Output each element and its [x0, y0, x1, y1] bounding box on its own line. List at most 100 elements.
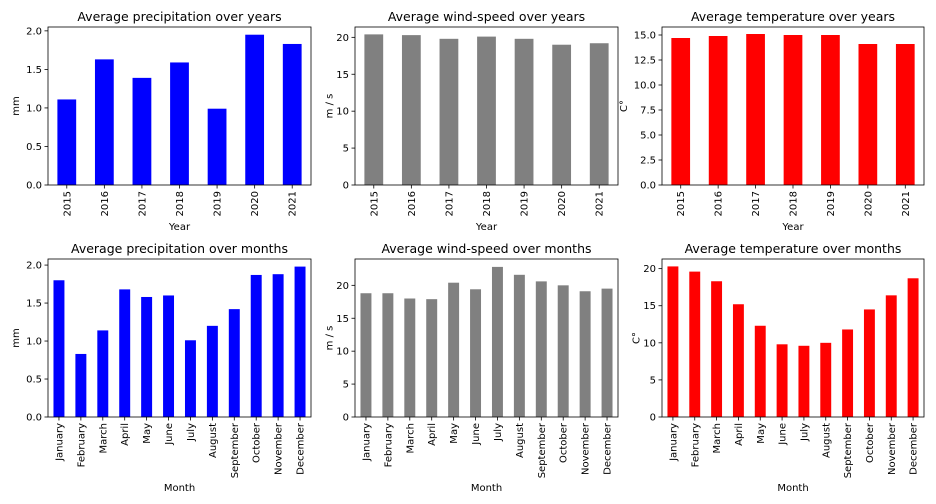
bar-april [426, 299, 438, 417]
chart-1: 0.0 0.5 1.0 1.5 2.0 2015 2016 2017 2018 2019 2020 2… [11, 9, 312, 233]
bar-november [272, 274, 284, 417]
y-axis-label: C° [619, 100, 630, 112]
bar-february [75, 353, 87, 417]
bar-june [776, 344, 788, 417]
x-tick-label-december: December [603, 422, 614, 475]
bar-september [842, 329, 854, 417]
axes-frame [661, 258, 925, 418]
bar-december [294, 266, 306, 417]
x-tick-label-april: April [734, 423, 745, 446]
x-tick-label-may: May [756, 423, 767, 444]
y-axis-label: C° [631, 332, 642, 344]
x-tick-label-june: June [778, 423, 789, 446]
x-tick-label-april: April [120, 423, 131, 446]
y-axis-label: m / s [324, 326, 335, 351]
bar-april [732, 304, 744, 417]
bar-january [667, 266, 679, 417]
x-tick-label-november: November [887, 422, 898, 475]
bar-2017 [746, 34, 765, 185]
bar-october [863, 309, 875, 417]
y-tick-label: 5 [650, 375, 656, 386]
bar-2020 [552, 44, 572, 185]
y-tick-label: 20 [336, 281, 349, 292]
x-tick-label-2019: 2019 [826, 191, 837, 216]
bar-september [228, 309, 240, 417]
y-tick-label: 15 [336, 314, 349, 325]
x-tick-label-2017: 2017 [137, 191, 148, 216]
bar-june [470, 289, 482, 417]
bar-2015 [671, 38, 691, 185]
y-tick-label: 5.0 [640, 131, 656, 142]
x-tick-label-december: December [909, 422, 920, 475]
y-tick-label: 0.5 [26, 375, 42, 386]
bar-may [754, 325, 766, 417]
y-tick-label: 0.0 [640, 181, 656, 192]
x-tick-label-2015: 2015 [62, 191, 73, 216]
y-tick-label: 0.5 [26, 142, 42, 153]
bar-august [820, 342, 832, 417]
axes-frame [354, 258, 619, 418]
bar-june [163, 295, 175, 417]
bar-2019 [514, 38, 534, 186]
y-tick-label: 10.0 [634, 81, 656, 92]
axes-frame [47, 258, 312, 418]
x-tick-label-march: March [405, 423, 416, 453]
x-tick-label-march: March [98, 423, 109, 453]
bar-2021 [895, 44, 915, 185]
x-axis-label: Year [168, 222, 191, 233]
x-tick-label-2020: 2020 [863, 191, 874, 216]
x-tick-label-january: January [361, 423, 372, 462]
x-tick-label-september: September [537, 422, 548, 478]
y-tick-label: 15 [643, 301, 656, 312]
x-tick-label-september: September [230, 422, 241, 478]
bar-april [119, 289, 131, 417]
y-tick-label: 15.0 [634, 31, 656, 42]
bar-november [885, 295, 897, 417]
x-tick-label-july: July [799, 423, 810, 442]
chart-title: Average precipitation over months [71, 241, 288, 256]
y-tick-label: 10 [643, 338, 656, 349]
bar-2016 [401, 35, 421, 186]
x-tick-label-2015: 2015 [676, 191, 687, 216]
x-tick-label-october: October [252, 422, 263, 463]
x-tick-label-august: August [821, 423, 832, 458]
x-tick-label-june: June [471, 423, 482, 446]
x-axis-label: Month [471, 483, 502, 494]
bar-2015 [364, 34, 384, 185]
chart-5: 0 5 10 15 20 January February March April May June… [324, 241, 619, 494]
bar-2019 [207, 108, 227, 185]
y-tick-label: 1.0 [26, 103, 42, 114]
y-tick-label: 5 [343, 144, 349, 155]
chart-6: 0 5 10 15 20 January February March April May June… [631, 241, 925, 494]
y-tick-label: 0.0 [26, 181, 42, 192]
chart-4: 0.0 0.5 1.0 1.5 2.0 January February March April… [11, 241, 312, 494]
chart-2: 0 5 10 15 20 2015 2016 2017 2018 2019 2020 2021 Aver… [324, 9, 619, 233]
y-tick-label: 0 [343, 413, 349, 424]
bar-august [206, 325, 218, 417]
x-tick-label-november: November [274, 422, 285, 475]
x-tick-label-january: January [54, 423, 65, 462]
bar-october [250, 274, 262, 417]
x-tick-label-2018: 2018 [482, 191, 493, 216]
chart-title: Average precipitation over years [77, 9, 281, 24]
bar-july [798, 345, 810, 417]
bar-july [491, 266, 503, 417]
x-tick-label-october: October [559, 422, 570, 463]
chart-title: Average wind-speed over months [381, 241, 591, 256]
bar-2021 [282, 43, 302, 185]
x-axis-label: Month [164, 483, 195, 494]
x-tick-label-november: November [581, 422, 592, 475]
x-tick-label-2019: 2019 [213, 191, 224, 216]
x-tick-label-2018: 2018 [175, 191, 186, 216]
y-tick-label: 0.0 [26, 413, 42, 424]
x-tick-label-july: July [493, 423, 504, 442]
x-tick-label-2019: 2019 [520, 191, 531, 216]
y-tick-label: 1.5 [26, 299, 42, 310]
bar-2017 [132, 77, 152, 185]
bar-july [184, 340, 196, 417]
bar-february [689, 271, 701, 417]
bar-2019 [821, 35, 840, 185]
x-axis-label: Month [777, 483, 808, 494]
x-tick-label-august: August [208, 423, 219, 458]
x-tick-label-2016: 2016 [407, 191, 418, 216]
